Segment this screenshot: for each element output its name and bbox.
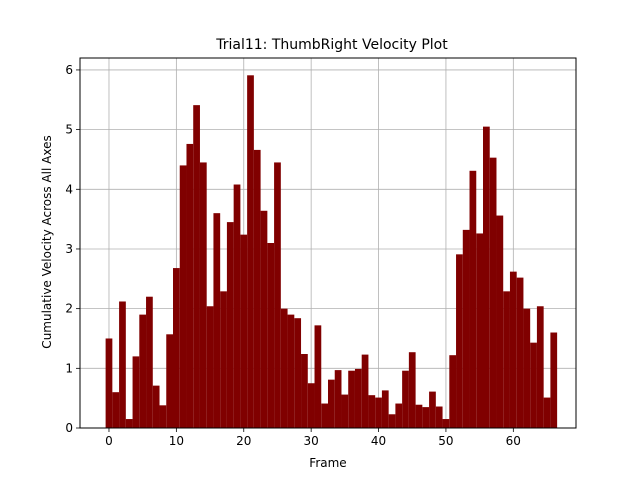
bar [354, 368, 362, 428]
bar [456, 254, 463, 428]
bar [435, 406, 443, 428]
bar [503, 291, 510, 428]
bar [348, 370, 355, 428]
bar [253, 149, 261, 428]
y-tick-label: 4 [65, 182, 73, 196]
bar [516, 277, 524, 428]
bar [395, 403, 403, 428]
bar [381, 390, 389, 428]
bar [240, 234, 248, 428]
bar [179, 165, 187, 428]
bar [226, 222, 234, 428]
bar [489, 157, 497, 428]
bar [307, 383, 315, 428]
y-tick-label: 0 [65, 421, 73, 435]
x-tick-label: 40 [371, 434, 386, 448]
bar [449, 355, 457, 428]
bar [496, 215, 504, 428]
bar [193, 105, 200, 428]
bar [213, 213, 221, 428]
bar [267, 243, 275, 428]
y-tick-label: 3 [65, 242, 73, 256]
x-tick-label: 0 [105, 434, 113, 448]
bar [321, 403, 328, 428]
bar [166, 334, 173, 428]
bar [132, 356, 140, 428]
bar [152, 385, 160, 428]
bar [139, 314, 147, 428]
bar [509, 271, 517, 428]
bar [146, 296, 153, 428]
bar [368, 395, 376, 428]
bar [483, 126, 490, 429]
x-tick-label: 20 [236, 434, 251, 448]
x-tick-label: 50 [438, 434, 453, 448]
bar [105, 338, 113, 428]
bar [341, 394, 349, 428]
bar [469, 170, 477, 428]
bar [314, 325, 322, 428]
bar [328, 379, 335, 428]
bar [462, 229, 470, 428]
bar [301, 354, 308, 428]
bars [105, 75, 558, 429]
bar [119, 301, 126, 428]
bar [125, 419, 133, 428]
bar [530, 342, 537, 428]
x-tick-label: 10 [169, 434, 184, 448]
chart-title: Trial11: ThumbRight Velocity Plot [215, 37, 448, 53]
bar [206, 306, 214, 428]
bar [233, 184, 241, 428]
bar [112, 392, 120, 428]
bar [543, 397, 551, 428]
bar [375, 397, 382, 428]
y-tick-label: 5 [65, 123, 73, 137]
bar [536, 306, 544, 428]
bar [388, 414, 396, 428]
bar [415, 404, 423, 428]
bar [247, 75, 254, 428]
bar [550, 332, 558, 428]
y-tick-label: 1 [65, 361, 73, 375]
bar [408, 352, 416, 428]
y-axis-ticks: 0 1 2 3 4 5 6 [65, 63, 80, 435]
bar [429, 391, 436, 428]
y-axis-label: Cumulative Velocity Across All Axes [40, 135, 54, 348]
y-tick-label: 6 [65, 63, 73, 77]
bar [294, 318, 302, 428]
x-tick-label: 60 [506, 434, 521, 448]
bar [402, 370, 409, 428]
bar [287, 314, 295, 428]
bar [260, 210, 268, 428]
bar [159, 405, 167, 428]
grid-lines [80, 58, 576, 429]
bar [199, 162, 207, 428]
bar [186, 143, 194, 428]
bar [476, 233, 483, 428]
bar [280, 308, 288, 428]
plot-frame [79, 57, 577, 429]
bar [422, 407, 430, 428]
bar [173, 268, 180, 428]
x-axis-ticks: 0 10 20 30 40 50 60 [105, 428, 521, 448]
x-tick-label: 30 [304, 434, 319, 448]
x-axis-label: Frame [309, 456, 346, 470]
bar [274, 162, 281, 428]
bar [334, 370, 342, 428]
bar [361, 354, 369, 428]
bar [220, 291, 227, 428]
bar [442, 419, 450, 428]
bar [523, 308, 531, 428]
y-tick-label: 2 [65, 302, 73, 316]
